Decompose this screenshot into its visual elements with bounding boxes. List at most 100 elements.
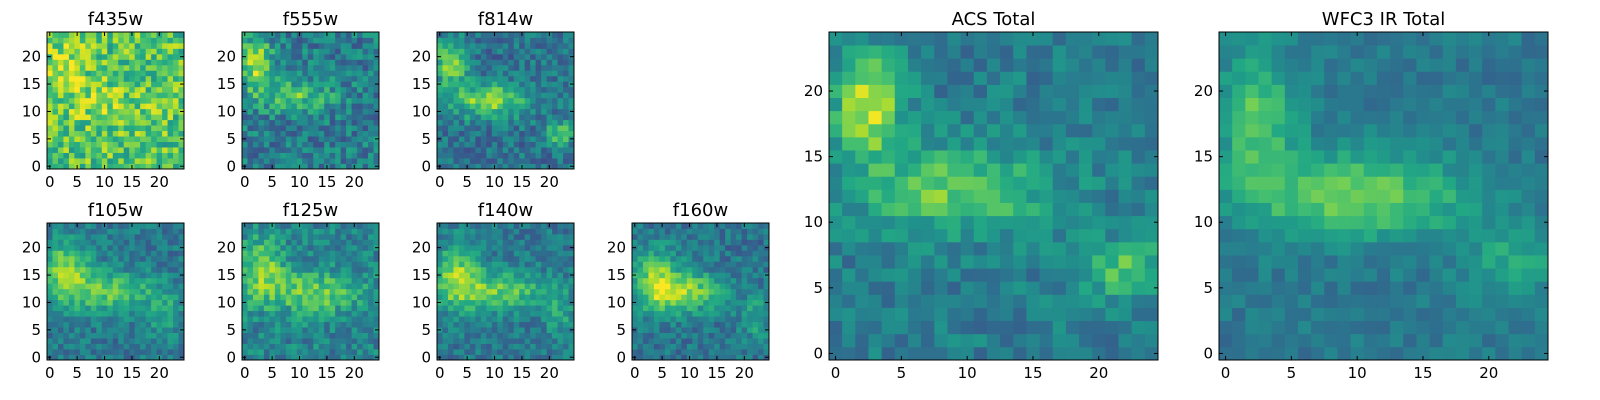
heatmap-cell (491, 277, 498, 284)
heatmap-cell (524, 305, 531, 312)
heatmap-cell (340, 114, 347, 121)
heatmap-cell (134, 294, 141, 301)
heatmap-cell (162, 288, 168, 295)
heatmap-cell (318, 316, 325, 323)
heatmap-cell (162, 228, 168, 235)
heatmap-cell (730, 272, 737, 279)
heatmap-cell (697, 310, 704, 317)
heatmap-cell (134, 343, 141, 350)
heatmap-cell (173, 288, 179, 295)
heatmap-cell (307, 37, 314, 44)
heatmap-cell (118, 158, 125, 164)
heatmap-cell (508, 255, 515, 262)
heatmap-cell (280, 32, 287, 38)
heatmap-cell (464, 349, 471, 355)
heatmap-cell (524, 86, 531, 93)
heatmap-cell (324, 343, 331, 350)
y-tick-label: 20 (607, 239, 626, 257)
heatmap-cell (986, 346, 1001, 361)
heatmap-cell (156, 305, 163, 312)
heatmap-cell (1026, 202, 1040, 217)
heatmap-cell (134, 152, 141, 159)
heatmap-cell (491, 103, 498, 110)
heatmap-cell (758, 266, 764, 273)
heatmap-cell (123, 70, 130, 77)
heatmap-cell (340, 103, 347, 110)
heatmap-cell (151, 86, 157, 93)
heatmap-cell (563, 332, 569, 339)
heatmap-cell (519, 147, 526, 153)
heatmap-cell (178, 310, 185, 317)
heatmap-cell (442, 114, 449, 121)
heatmap-cell (697, 288, 704, 295)
y-tick-label: 20 (22, 48, 41, 66)
heatmap-cell (247, 316, 254, 323)
heatmap-cell (842, 307, 856, 322)
heatmap-cell (552, 343, 558, 350)
heatmap-cell (134, 283, 141, 290)
heatmap-cell (173, 42, 179, 49)
heatmap-cell (557, 327, 564, 333)
heatmap-cell (296, 48, 303, 55)
heatmap-cell (480, 250, 487, 257)
heatmap-cell (362, 354, 369, 361)
heatmap-cell (469, 32, 476, 38)
heatmap-cell (258, 75, 265, 82)
heatmap-cell (57, 37, 64, 44)
heatmap-cell (373, 255, 380, 262)
heatmap-cell (497, 81, 504, 88)
heatmap-cell (508, 354, 515, 361)
heatmap-cell (362, 32, 369, 38)
heatmap-cell (502, 125, 509, 132)
heatmap-cell (63, 277, 70, 284)
heatmap-cell (362, 299, 369, 306)
heatmap-cell (725, 343, 732, 350)
heatmap-cell (519, 228, 526, 235)
heatmap-cell (557, 349, 564, 355)
heatmap-cell (145, 136, 152, 142)
heatmap-cell (458, 59, 465, 66)
heatmap-cell (63, 81, 70, 88)
heatmap-cell (725, 266, 732, 273)
heatmap-cell (491, 152, 498, 159)
heatmap-cell (85, 70, 92, 77)
heatmap-cell (252, 261, 259, 268)
heatmap-cell (508, 239, 515, 246)
heatmap-cell (156, 136, 163, 142)
heatmap-cell (513, 70, 520, 77)
heatmap-cell (145, 64, 152, 71)
heatmap-cell (112, 125, 119, 132)
heatmap-cell (274, 119, 281, 126)
heatmap-cell (563, 261, 569, 268)
heatmap-cell (1092, 294, 1106, 308)
heatmap-cell (741, 277, 748, 284)
heatmap-cell (681, 310, 688, 317)
heatmap-cell (252, 354, 259, 361)
heatmap-cell (1039, 255, 1054, 269)
heatmap-cell (307, 53, 314, 60)
heatmap-cell (90, 97, 97, 104)
heatmap-cell (324, 233, 331, 240)
heatmap-cell (162, 59, 168, 66)
heatmap-cell (747, 266, 753, 273)
heatmap-cell (242, 288, 248, 295)
heatmap-cell (302, 233, 309, 240)
heatmap-cell (313, 125, 320, 132)
heatmap-cell (52, 42, 59, 49)
heatmap-cell (151, 354, 157, 361)
heatmap-cell (552, 239, 558, 246)
heatmap-cell (670, 316, 677, 323)
heatmap-cell (563, 288, 569, 295)
heatmap-cell (101, 136, 108, 142)
heatmap-cell (296, 147, 303, 153)
heatmap-cell (703, 223, 710, 229)
heatmap-cell (178, 305, 185, 312)
heatmap-cell (96, 32, 103, 38)
heatmap-cell (162, 266, 168, 273)
x-tick-label: 5 (462, 173, 472, 191)
heatmap-cell (447, 305, 454, 312)
heatmap-cell (563, 53, 569, 60)
heatmap-cell (973, 346, 988, 361)
heatmap-cell (986, 189, 1001, 203)
heatmap-cell (63, 152, 70, 159)
